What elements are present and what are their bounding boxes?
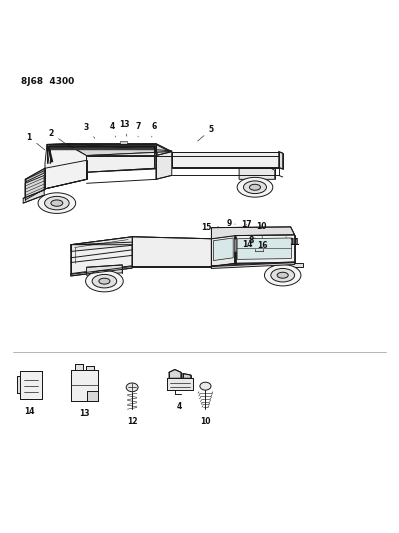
Polygon shape <box>45 160 87 189</box>
Polygon shape <box>169 369 181 378</box>
Polygon shape <box>71 237 211 252</box>
Text: 4: 4 <box>110 122 116 137</box>
Text: 3: 3 <box>84 123 95 138</box>
Polygon shape <box>183 374 191 378</box>
Polygon shape <box>17 376 20 393</box>
Text: 10: 10 <box>200 417 211 426</box>
Text: 4: 4 <box>177 402 182 411</box>
Polygon shape <box>132 237 211 266</box>
Text: 15: 15 <box>201 223 219 232</box>
Ellipse shape <box>45 196 69 210</box>
Polygon shape <box>71 239 211 245</box>
Polygon shape <box>279 151 283 169</box>
Text: 9: 9 <box>227 220 235 229</box>
Text: 5: 5 <box>198 125 214 141</box>
Polygon shape <box>71 237 132 274</box>
Polygon shape <box>237 238 291 260</box>
Ellipse shape <box>86 270 123 292</box>
Text: 8: 8 <box>248 236 255 245</box>
Text: 14: 14 <box>242 236 253 249</box>
Polygon shape <box>235 235 294 263</box>
Polygon shape <box>71 370 98 401</box>
Ellipse shape <box>265 264 301 286</box>
Polygon shape <box>26 171 44 182</box>
Polygon shape <box>156 151 172 179</box>
Ellipse shape <box>271 269 294 282</box>
Ellipse shape <box>51 200 63 206</box>
Polygon shape <box>213 238 233 261</box>
Polygon shape <box>234 239 236 251</box>
Polygon shape <box>120 141 126 144</box>
Polygon shape <box>87 151 172 172</box>
Polygon shape <box>167 378 193 390</box>
Polygon shape <box>75 364 83 370</box>
Ellipse shape <box>200 382 211 390</box>
Polygon shape <box>87 156 156 179</box>
Ellipse shape <box>99 278 110 284</box>
Polygon shape <box>211 262 294 269</box>
Polygon shape <box>172 151 279 168</box>
Polygon shape <box>271 263 302 266</box>
Polygon shape <box>23 190 44 203</box>
Polygon shape <box>49 148 154 150</box>
Ellipse shape <box>237 177 273 197</box>
Ellipse shape <box>92 274 117 288</box>
Text: 6: 6 <box>151 122 156 137</box>
Polygon shape <box>45 144 87 189</box>
Text: 16: 16 <box>258 236 268 250</box>
Text: 2: 2 <box>48 129 65 143</box>
Polygon shape <box>239 168 275 179</box>
Text: 8J68  4300: 8J68 4300 <box>21 77 75 86</box>
Text: 17: 17 <box>241 220 251 229</box>
Polygon shape <box>211 236 235 266</box>
Ellipse shape <box>277 272 288 278</box>
Polygon shape <box>71 266 132 276</box>
Polygon shape <box>67 144 172 156</box>
Text: 10: 10 <box>256 222 266 231</box>
Text: 13: 13 <box>119 119 129 136</box>
Polygon shape <box>25 175 44 198</box>
Polygon shape <box>211 227 294 239</box>
Text: 7: 7 <box>135 122 141 137</box>
Polygon shape <box>87 265 122 275</box>
Polygon shape <box>25 168 45 200</box>
Ellipse shape <box>243 181 267 193</box>
Polygon shape <box>86 366 94 370</box>
Text: 12: 12 <box>127 417 137 426</box>
Polygon shape <box>20 371 42 399</box>
Ellipse shape <box>126 383 138 392</box>
Text: 11: 11 <box>286 237 300 247</box>
Ellipse shape <box>38 193 76 213</box>
Ellipse shape <box>249 184 261 190</box>
Text: 13: 13 <box>79 409 89 418</box>
Polygon shape <box>87 391 98 401</box>
Text: 1: 1 <box>26 133 45 150</box>
Text: 14: 14 <box>24 407 34 416</box>
